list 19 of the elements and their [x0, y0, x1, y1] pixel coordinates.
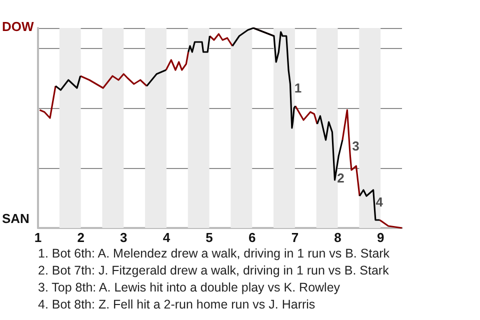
x-tick-label: 5 [206, 230, 213, 245]
annotation: 3 [352, 138, 360, 154]
text: 2. Bot 7th: J. Fitzgerald drew a walk, driving in 1 run vs B. Stark [38, 264, 390, 278]
x-tick-label: 4 [162, 230, 171, 245]
x-tick-label: 9 [376, 230, 384, 245]
x-tick-label: 7 [291, 230, 299, 245]
annotation: 1 [294, 80, 302, 96]
x-tick-label: 8 [334, 230, 342, 245]
x-tick-label: 6 [248, 230, 256, 245]
x-tick-label: 3 [120, 230, 128, 245]
annotation: 2 [337, 170, 344, 186]
annotation: 4 [376, 194, 384, 210]
text: 1. Bot 6th: A. Melendez drew a walk, driving in 1 run vs B. Stark [38, 246, 390, 260]
text: 3. Top 8th: A. Lewis hit into a double play vs K. Rowley [38, 280, 341, 294]
x-tick-label: 1 [34, 230, 42, 245]
text: 4. Bot 8th: Z. Fell hit a 2-run home run vs J. Harris [38, 298, 316, 312]
text: SAN [2, 211, 30, 226]
x-tick-label: 2 [77, 230, 84, 245]
text: DOW [2, 19, 34, 34]
